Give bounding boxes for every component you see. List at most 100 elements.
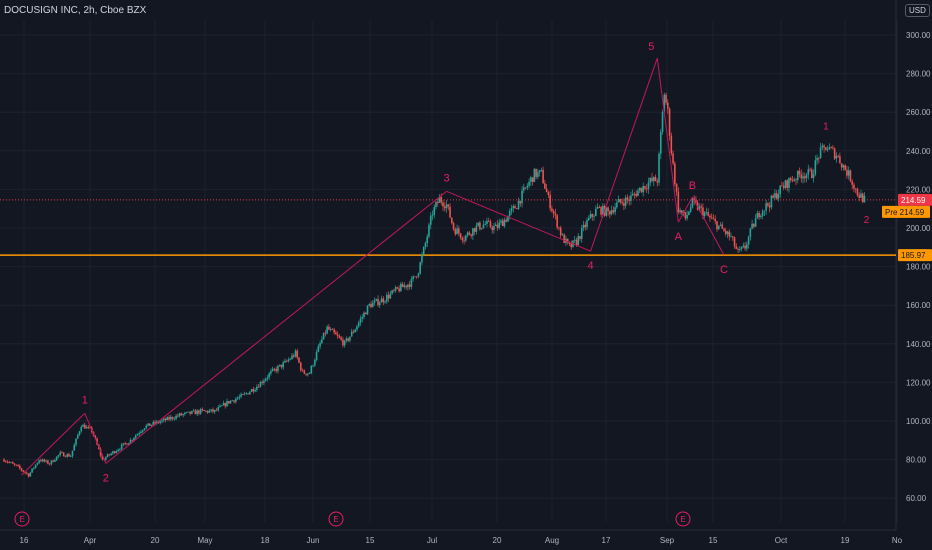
candle-body	[310, 365, 313, 374]
candle-body	[528, 181, 530, 186]
candle-body	[484, 223, 486, 225]
candle-body	[566, 238, 569, 242]
candle-body	[110, 453, 112, 455]
candle-body	[589, 214, 592, 219]
candle-body	[839, 156, 841, 164]
candle-body	[364, 312, 367, 315]
candle-body	[721, 224, 724, 229]
candle-body	[138, 433, 141, 434]
candle-body	[770, 195, 773, 208]
candle-body	[796, 170, 799, 181]
candle-body	[386, 294, 388, 302]
wave-label: B	[689, 180, 696, 192]
candle-body	[735, 246, 738, 249]
candle-body	[113, 451, 116, 454]
candle-body	[724, 230, 727, 235]
candle-body	[670, 135, 673, 154]
candle-body	[340, 337, 342, 340]
candle-body	[459, 233, 462, 238]
candle-body	[373, 300, 376, 303]
wave-label: 5	[648, 41, 654, 53]
candle-body	[50, 460, 53, 465]
candle-body	[717, 225, 720, 230]
candle-body	[853, 184, 855, 189]
candle-body	[117, 449, 119, 452]
candle-body	[191, 411, 193, 414]
candle-body	[854, 188, 857, 190]
candle-body	[250, 389, 253, 392]
candle-body	[180, 413, 183, 416]
candle-body	[540, 170, 543, 171]
elliott-wave-line	[656, 58, 679, 223]
candle-body	[545, 188, 548, 193]
x-tick-label: 17	[602, 536, 611, 545]
y-tick-label: 80.00	[906, 456, 927, 465]
candle-body	[319, 342, 321, 347]
candle-body	[635, 193, 637, 197]
candle-body	[43, 459, 46, 462]
candle-body	[795, 179, 797, 181]
candle-body	[435, 201, 437, 208]
candle-body	[31, 468, 33, 473]
candle-body	[189, 411, 191, 414]
candle-body	[731, 236, 734, 238]
candle-body	[500, 220, 502, 223]
y-tick-label: 240.00	[906, 147, 931, 156]
candle-body	[761, 211, 764, 216]
candle-body	[805, 174, 808, 179]
candle-body	[349, 336, 351, 341]
candle-body	[689, 207, 692, 212]
candle-body	[631, 193, 634, 196]
currency-button[interactable]: USD	[905, 4, 930, 17]
candle-body	[57, 455, 60, 457]
candle-body	[656, 181, 659, 183]
candle-body	[663, 94, 666, 113]
candle-body	[614, 207, 616, 213]
candle-body	[17, 465, 19, 467]
candle-body	[352, 331, 355, 333]
candle-body	[767, 203, 769, 206]
candle-body	[751, 223, 753, 229]
x-tick-label: 15	[366, 536, 375, 545]
elliott-wave-line	[677, 196, 693, 223]
candle-body	[220, 405, 223, 407]
candle-body	[556, 215, 558, 228]
candle-body	[698, 206, 701, 210]
candle-body	[394, 287, 397, 291]
candle-body	[763, 210, 766, 212]
symbol-title[interactable]: DOCUSIGN INC, 2h, Cboe BZX	[4, 5, 147, 16]
candle-body	[422, 247, 425, 256]
candle-body	[219, 405, 221, 408]
candle-body	[633, 193, 636, 195]
candle-body	[691, 198, 694, 208]
candle-body	[686, 215, 688, 219]
candle-body	[863, 195, 866, 203]
candle-body	[844, 165, 846, 170]
wave-label: 1	[82, 394, 88, 406]
candle-body	[642, 186, 645, 193]
candle-body	[728, 231, 731, 237]
y-tick-label: 100.00	[906, 417, 931, 426]
candle-body	[335, 332, 337, 335]
candle-body	[3, 459, 5, 462]
x-tick-label: Apr	[84, 536, 97, 545]
candle-body	[494, 224, 497, 227]
candle-body	[270, 370, 272, 374]
candle-body	[401, 283, 404, 288]
candle-body	[768, 205, 771, 208]
candle-body	[203, 410, 205, 411]
candle-body	[133, 438, 135, 441]
candle-body	[343, 340, 346, 346]
candle-body	[552, 211, 555, 214]
candle-body	[436, 201, 439, 204]
candle-body	[243, 393, 246, 395]
candle-body	[702, 207, 704, 217]
candle-body	[456, 228, 458, 235]
candle-body	[198, 410, 200, 414]
candle-body	[312, 365, 314, 367]
candle-body	[252, 389, 255, 392]
candle-body	[10, 462, 12, 464]
candle-body	[299, 362, 302, 371]
elliott-wave-line	[84, 413, 107, 464]
